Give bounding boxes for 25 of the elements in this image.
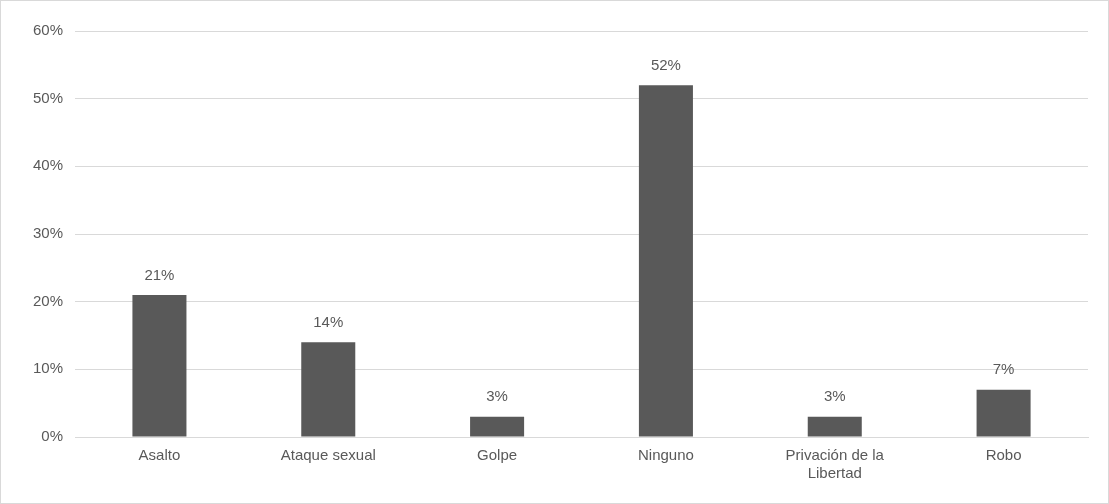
- bar: [807, 416, 862, 437]
- x-tick-label: Asalto: [138, 446, 181, 464]
- x-tick-label: Golpe: [477, 446, 518, 464]
- x-tick-label: Privación de la Libertad: [785, 446, 885, 482]
- data-label: 14%: [313, 312, 344, 330]
- bar: [132, 294, 187, 437]
- bar: [638, 85, 693, 437]
- bar: [470, 416, 525, 437]
- data-label: 21%: [144, 265, 175, 283]
- data-label: 7%: [992, 360, 1015, 378]
- y-tick-label: 10%: [32, 359, 64, 377]
- x-tick-label: Robo: [985, 446, 1022, 464]
- y-tick-label: 0%: [41, 427, 64, 445]
- x-tick-label: Ataque sexual: [280, 446, 376, 464]
- data-label: 3%: [823, 387, 846, 405]
- y-tick-label: 30%: [32, 224, 64, 242]
- data-label: 52%: [650, 55, 681, 73]
- bar: [301, 342, 356, 437]
- y-tick-label: 60%: [32, 21, 64, 39]
- bar: [976, 389, 1031, 437]
- y-tick-label: 40%: [32, 156, 64, 174]
- x-tick-label: Ninguno: [637, 446, 694, 464]
- data-label: 3%: [486, 387, 508, 405]
- y-tick-label: 20%: [32, 291, 64, 309]
- y-tick-label: 50%: [32, 88, 64, 106]
